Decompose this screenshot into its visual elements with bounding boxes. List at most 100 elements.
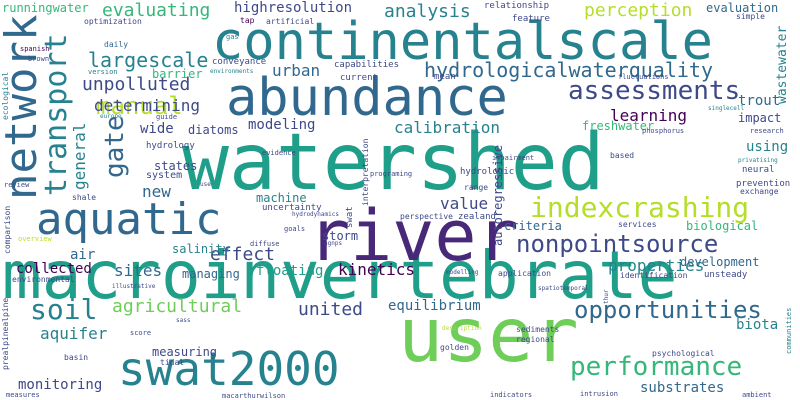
word-environments: environments [210,68,254,75]
word-prealpinealpine: prealpinealpine [1,297,10,370]
word-effect: effect [210,244,276,265]
word-system: system [146,170,183,181]
word-agnps: agnps [324,240,343,247]
word-measuring: measuring [152,345,218,359]
word-value: value [440,194,489,213]
word-spatiotemporal: spatiotemporal [538,285,589,292]
word-basin: basin [64,353,89,362]
word-psychological: psychological [652,349,715,358]
word-current: current [340,73,378,83]
word-gate: gate [100,115,130,178]
word-thur: thur [603,289,610,304]
word-tidal: tidal [160,358,185,367]
word-range: range [464,183,489,192]
word-opportunities: opportunities [574,296,762,324]
word-comparison: comparison [3,205,12,254]
word-new: new [142,182,171,201]
word-daily: daily [104,40,129,49]
word-impact: impact [738,111,782,125]
word-europe: europe [100,113,122,120]
word-monitoring: monitoring [18,377,103,393]
word-guide: guide [156,113,178,121]
word-machine: machine [256,191,307,205]
word-soil: soil [30,293,98,326]
word-description: description [442,325,482,332]
word-air: air [70,247,96,263]
word-agricultural: agricultural [112,296,243,317]
word-simple: simple [736,12,765,21]
word-regional: regional [516,335,555,344]
word-golden: golden [440,343,469,352]
word-barrier: barrier [152,67,203,81]
word-watershed: watershed [182,118,605,208]
word-hydrologic: hydrologic [460,167,515,177]
word-criteria: criteria [504,219,562,233]
word-modeling: modeling [248,117,316,133]
word-sites: sites [114,261,163,280]
word-illustrative: illustrative [112,283,156,290]
word-wastewater: wastewater [775,25,790,104]
word-environmental: environmental [12,275,75,284]
word-version: version [88,68,118,76]
word-wide: wide [140,121,174,137]
word-diatoms: diatoms [188,123,239,137]
word-determining: determining [94,96,200,115]
word-capabilities: capabilities [334,60,400,70]
word-united: united [298,299,364,320]
word-brown: brown [28,55,50,63]
word-artificial: artificial [266,17,315,26]
word-research: research [750,127,784,135]
word-impairment: impairment [492,154,535,162]
word-relationship: relationship [484,1,550,11]
word-swat2000: swat2000 [118,342,340,396]
word-assessments: assessments [568,76,741,106]
word-performance: performance [570,352,743,382]
word-equilibrium: equilibrium [388,298,481,314]
word-measures: measures [6,391,40,399]
word-analysis: analysis [384,1,471,22]
word-salinity: salinity [172,242,230,256]
word-evaluating: evaluating [102,0,211,21]
word-substrates: substrates [640,380,725,396]
word-overview: overview [18,235,52,243]
word-singlecell: singlecell [708,105,745,112]
word-goals: goals [284,225,306,233]
word-using: using [746,139,789,155]
word-identification: identification [620,271,688,280]
word-mean: mean [434,72,456,82]
word-unpolluted: unpolluted [82,74,191,95]
word-review: review [4,181,30,189]
word-diffuse: diffuse [250,240,280,248]
word-privatising: privatising [738,157,778,164]
word-aquatic: aquatic [36,194,222,245]
word-perception: perception [584,0,693,21]
word-phosphorus: phosphorus [642,127,685,135]
word-macroinvertebrate: macroinvertebrate [2,237,678,314]
word-freshwater: freshwater [582,119,655,133]
word-optimization: optimization [84,17,142,26]
word-swat: swat [345,206,355,228]
word-indicators: indicators [490,391,533,399]
word-uncertainty: uncertainty [262,203,322,213]
word-feature: feature [512,14,550,24]
word-score: score [130,329,152,337]
word-programing: programing [370,170,413,178]
word-unsteady: unsteady [704,270,748,280]
word-intrusion: intrusion [580,390,618,398]
word-neural: neural [742,165,775,175]
word-river: river [308,195,519,277]
word-learning: learning [610,106,688,125]
word-biota: biota [736,317,779,333]
word-spanish: spanish [20,45,50,53]
word-collected: collected [16,261,92,277]
word-manual: manual [96,92,183,120]
word-aquifer: aquifer [40,324,108,343]
word-ambient: ambient [742,391,772,399]
word-storm: storm [322,229,359,243]
word-macarthurwilson: macarthurwilson [222,392,286,400]
word-states: states [154,159,198,173]
word-based: based [610,151,635,160]
word-general: general [70,122,89,190]
word-prevention: prevention [736,179,791,189]
